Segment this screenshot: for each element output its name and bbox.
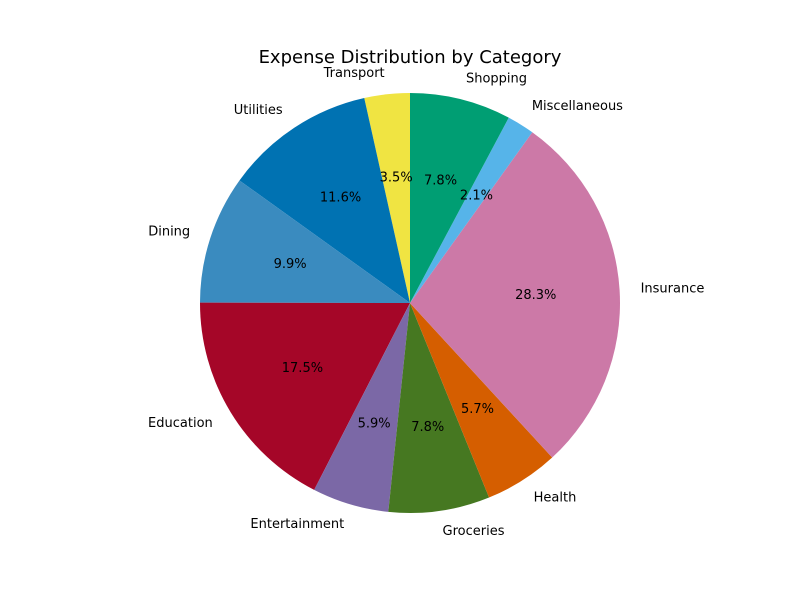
category-label-dining: Dining [148,225,190,240]
category-label-education: Education [148,416,213,431]
category-label-groceries: Groceries [443,524,505,539]
category-label-entertainment: Entertainment [250,517,344,532]
pie-slices [200,93,620,513]
percentage-labels: 3.5%11.6%9.9%17.5%5.9% 7.8%5.7%28.3%2.1%7… [274,170,557,435]
percentage-label-miscellaneous: 2.1% [460,188,493,203]
percentage-label-shopping: 7.8% [424,173,457,188]
pie-slice-utilities [239,98,410,303]
category-label-shopping: Shopping [466,71,527,86]
category-label-utilities: Utilities [234,103,283,118]
percentage-label-utilities: 11.6% [320,190,361,205]
percentage-label-insurance: 28.3% [515,288,556,303]
pie-slice-health [410,303,553,498]
percentage-label-transport: 3.5% [380,170,413,185]
category-labels: Transport Utilities Dining Education Enterta… [148,66,704,539]
pie-slice-dining [200,180,410,303]
pie-slice-groceries [388,303,490,513]
percentage-label-groceries: 7.8% [411,420,444,435]
percentage-label-dining: 9.9% [274,257,307,272]
pie-slice-transport [364,93,410,303]
pie-slice-miscellaneous [410,117,533,303]
pie-slice-education [200,302,410,490]
category-label-miscellaneous: Miscellaneous [532,99,623,114]
percentage-label-education: 17.5% [282,361,323,376]
pie-slice-entertainment [314,303,410,512]
pie-slice-insurance [410,132,620,458]
chart-title: Expense Distribution by Category [259,47,562,68]
category-label-transport: Transport [323,66,385,81]
category-label-health: Health [534,491,577,506]
percentage-label-health: 5.7% [461,402,494,417]
percentage-label-entertainment: 5.9% [358,416,391,431]
category-label-insurance: Insurance [641,281,705,296]
pie-slice-shopping [410,93,509,303]
